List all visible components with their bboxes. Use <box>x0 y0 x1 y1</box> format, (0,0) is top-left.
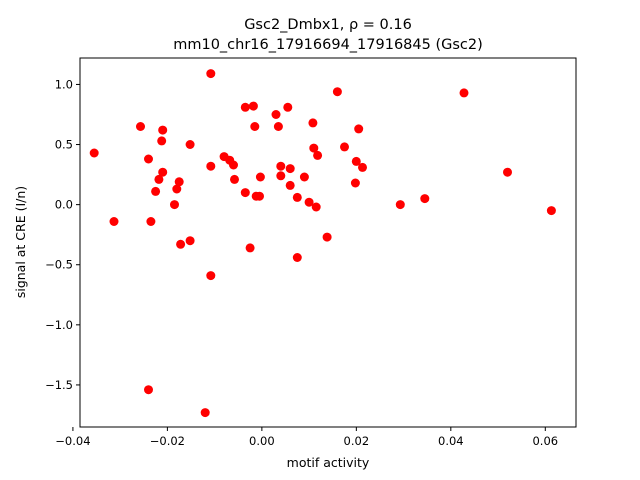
data-point-26 <box>240 188 250 198</box>
y-tick-label: −1.5 <box>45 378 73 392</box>
data-point-9 <box>158 125 168 135</box>
data-point-24 <box>230 174 239 184</box>
data-point-7 <box>154 174 164 184</box>
data-point-32 <box>255 172 265 182</box>
x-tick-label: 0.02 <box>344 434 370 448</box>
y-tick-label: 1.0 <box>55 77 73 91</box>
data-point-19 <box>206 161 216 171</box>
x-tick-label: 0.06 <box>532 434 558 448</box>
data-point-37 <box>283 102 293 112</box>
data-point-58 <box>503 167 512 177</box>
data-point-20 <box>206 271 216 281</box>
data-point-36 <box>276 171 286 181</box>
data-point-56 <box>420 194 430 204</box>
data-point-54 <box>358 162 367 172</box>
data-point-1 <box>109 217 119 226</box>
data-point-43 <box>304 197 314 207</box>
data-point-18 <box>206 69 216 79</box>
data-point-15 <box>185 140 195 149</box>
y-tick-label: −1.0 <box>45 318 73 332</box>
plot-frame <box>79 57 577 428</box>
data-point-29 <box>250 122 260 131</box>
data-point-52 <box>351 156 361 166</box>
data-point-46 <box>311 202 321 212</box>
chart-title-line1: Gsc2_Dmbx1, ρ = 0.16 <box>244 17 412 33</box>
data-point-6 <box>151 186 161 196</box>
data-point-3 <box>144 154 153 164</box>
y-tick-label: 0.0 <box>55 198 73 212</box>
data-point-0 <box>89 148 99 158</box>
x-axis-label: motif activity <box>287 455 370 470</box>
data-point-35 <box>276 161 286 171</box>
x-tick-label: −0.02 <box>150 434 185 448</box>
x-tick-label: −0.04 <box>55 434 90 448</box>
data-point-27 <box>245 243 255 253</box>
data-point-39 <box>285 180 295 190</box>
y-axis-label: signal at CRE (I/n) <box>13 186 28 298</box>
data-point-34 <box>273 122 283 131</box>
data-point-8 <box>157 136 167 146</box>
data-point-33 <box>271 110 281 119</box>
data-point-44 <box>308 118 318 128</box>
data-point-47 <box>313 150 323 160</box>
data-point-14 <box>176 239 186 249</box>
data-point-57 <box>459 88 469 98</box>
data-point-40 <box>292 192 302 202</box>
data-point-12 <box>172 184 182 194</box>
data-point-4 <box>146 217 156 226</box>
data-point-28 <box>248 101 258 111</box>
x-tick-label: 0.00 <box>249 434 275 448</box>
data-point-48 <box>322 232 332 242</box>
data-point-50 <box>340 142 349 152</box>
data-point-49 <box>332 87 342 97</box>
data-point-51 <box>350 178 360 188</box>
data-point-53 <box>354 124 364 134</box>
data-point-25 <box>240 102 250 112</box>
data-point-11 <box>170 200 179 210</box>
data-point-10 <box>158 167 168 177</box>
y-tick-label: −0.5 <box>45 258 73 272</box>
data-point-17 <box>200 408 210 418</box>
data-point-45 <box>309 143 319 153</box>
chart-title-line2: mm10_chr16_17916694_17916845 (Gsc2) <box>173 37 483 53</box>
data-point-42 <box>299 172 309 182</box>
data-point-23 <box>229 160 238 170</box>
data-point-31 <box>255 191 264 201</box>
data-point-13 <box>174 177 184 187</box>
points-layer <box>89 69 556 418</box>
data-point-55 <box>395 200 405 210</box>
data-point-5 <box>144 385 153 395</box>
data-point-16 <box>185 236 195 246</box>
data-point-2 <box>136 122 145 131</box>
ticks-layer: −0.04 −0.02 0.00 0.02 0.04 0.06 −1.5 −1.0 −0.5 0.… <box>45 77 558 448</box>
data-point-38 <box>285 164 295 174</box>
data-point-59 <box>546 206 556 216</box>
data-point-41 <box>292 253 302 262</box>
x-tick-label: 0.04 <box>438 434 464 448</box>
y-tick-label: 0.5 <box>55 138 73 152</box>
